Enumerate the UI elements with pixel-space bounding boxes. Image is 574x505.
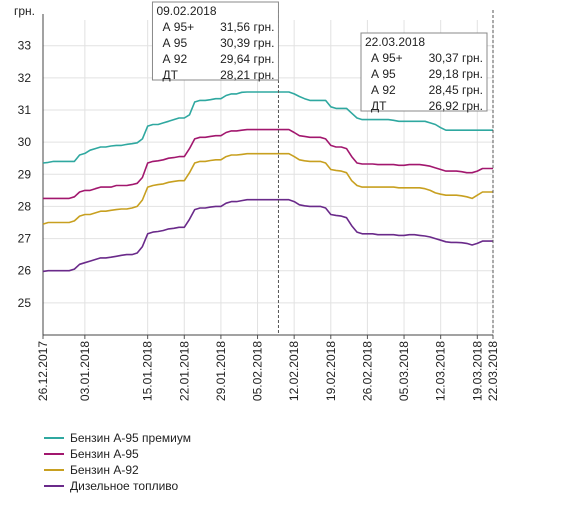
series-line-0 (42, 91, 493, 164)
tooltip-row-value: 29,64 грн. (220, 52, 274, 66)
axes (42, 14, 494, 339)
series-line-2 (42, 152, 493, 225)
tooltips[interactable]: 09.02.2018 А 95+ 31,56 грн. А 95 30,39 грн. А… (151, 1, 488, 113)
y-tick-label: 33 (18, 39, 32, 53)
x-tick-label: 05.03.2018 (397, 341, 411, 401)
y-tick-label: 28 (18, 199, 32, 213)
x-tick-label: 29.01.2018 (214, 341, 228, 401)
tooltip-row-label: ДТ (162, 68, 178, 82)
legend-item-a95[interactable]: Бензин А-95 (44, 446, 191, 462)
x-tick-label: 12.03.2018 (434, 341, 448, 401)
y-tick-labels: 25 26 27 28 29 30 31 32 33 (18, 39, 32, 310)
tooltip-date: 22.03.2018 (365, 35, 425, 49)
tooltip-box: 09.02.2018 А 95+ 31,56 грн. А 95 30,39 грн. А… (151, 1, 279, 82)
x-tick-label: 19.02.2018 (324, 341, 338, 401)
tooltip-date: 09.02.2018 (156, 4, 216, 18)
legend: Бензин А-95 премиум Бензин А-95 Бензин А… (44, 430, 191, 494)
tooltip-row-value: 26,92 грн. (429, 99, 483, 113)
series-lines (42, 91, 493, 273)
legend-swatch (44, 485, 64, 487)
y-tick-label: 31 (18, 103, 32, 117)
series-line-3 (42, 198, 493, 273)
x-tick-label: 22.03.2018 (486, 341, 500, 401)
y-tick-label: 32 (18, 71, 32, 85)
y-tick-label: 25 (18, 296, 32, 310)
tooltip-row-label: А 92 (371, 83, 396, 97)
legend-swatch (44, 437, 64, 439)
x-tick-label: 12.02.2018 (287, 341, 301, 401)
tooltip-row-value: 30,39 грн. (220, 36, 274, 50)
legend-label: Бензин А-95 (70, 447, 139, 461)
y-tick-label: 26 (18, 264, 32, 278)
legend-label: Бензин А-92 (70, 463, 139, 477)
y-tick-label: 27 (18, 232, 32, 246)
legend-swatch (44, 453, 64, 455)
tooltip-row-label: А 92 (162, 52, 187, 66)
tooltip-row-value: 31,56 грн. (220, 20, 274, 34)
tooltip-row-label: А 95 (371, 67, 396, 81)
tooltip-row-value: 28,21 грн. (220, 68, 274, 82)
tooltip-row-label: А 95+ (162, 20, 194, 34)
tooltip-row-value: 28,45 грн. (429, 83, 483, 97)
legend-item-diesel[interactable]: Дизельное топливо (44, 478, 191, 494)
tooltip-row-value: 30,37 грн. (429, 51, 483, 65)
tooltip-frame (151, 1, 279, 81)
legend-item-a95-premium[interactable]: Бензин А-95 премиум (44, 430, 191, 446)
tooltip-frame (360, 32, 488, 112)
legend-label: Бензин А-95 премиум (70, 431, 191, 445)
x-tick-label: 19.03.2018 (470, 341, 484, 401)
legend-swatch (44, 469, 64, 471)
tooltip-row-label: А 95+ (371, 51, 403, 65)
y-tick-label: 29 (18, 167, 32, 181)
legend-item-a92[interactable]: Бензин А-92 (44, 462, 191, 478)
x-tick-label: 03.01.2018 (78, 341, 92, 401)
tooltip-row-value: 29,18 грн. (429, 67, 483, 81)
tooltip-row-label: А 95 (162, 36, 187, 50)
x-tick-label: 15.01.2018 (141, 341, 155, 401)
y-tick-label: 30 (18, 135, 32, 149)
y-axis-label: грн. (14, 4, 35, 18)
x-tick-labels: 26.12.2017 03.01.2018 15.01.2018 22.01.2018… (36, 341, 500, 401)
tooltip-box: 22.03.2018 А 95+ 30,37 грн. А 95 29,18 грн. А… (360, 32, 488, 113)
x-tick-label: 05.02.2018 (251, 341, 265, 401)
x-tick-label: 22.01.2018 (177, 341, 191, 401)
legend-label: Дизельное топливо (70, 479, 179, 493)
tooltip-markers (277, 10, 494, 335)
fuel-price-chart: грн. 25 26 27 28 29 30 31 32 33 26.12.2017 03.01.… (14, 1, 500, 401)
series-line-1 (43, 128, 493, 200)
x-tick-label: 26.12.2017 (36, 341, 50, 401)
x-tick-label: 26.02.2018 (360, 341, 374, 401)
tooltip-row-label: ДТ (371, 99, 387, 113)
